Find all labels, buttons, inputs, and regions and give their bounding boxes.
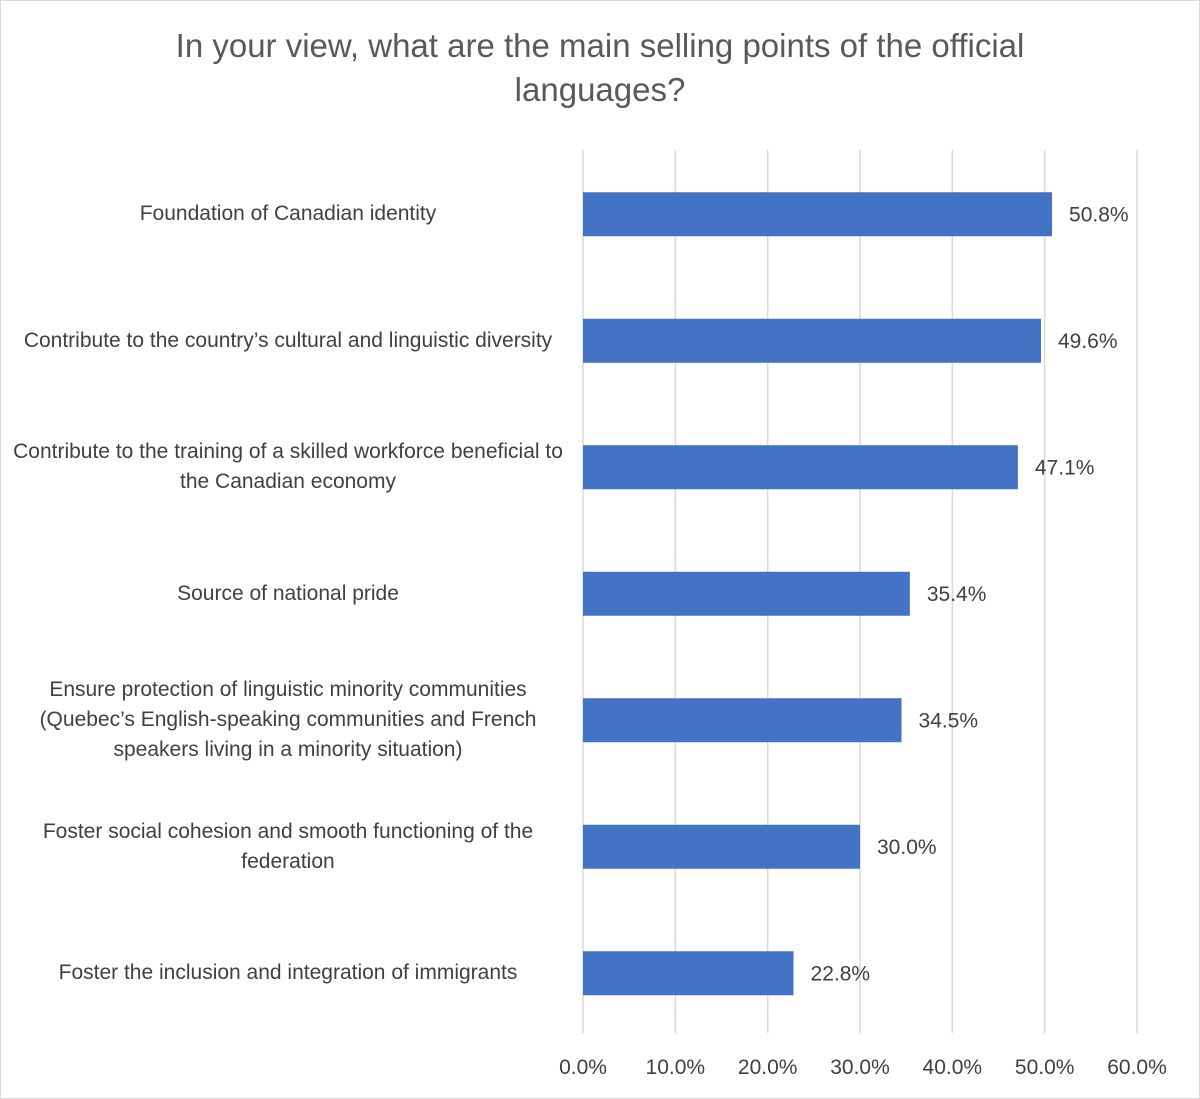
bar [583,445,1018,490]
x-tick-label: 40.0% [923,1056,983,1079]
x-tick-label: 60.0% [1107,1056,1167,1079]
bar [583,192,1053,237]
data-label: 30.0% [877,836,937,859]
data-label: 22.8% [811,962,871,985]
category-label: Source of national pride [177,581,399,605]
data-label: 50.8% [1069,203,1129,226]
bar [583,698,902,743]
x-tick-label: 10.0% [646,1056,706,1079]
x-tick-label: 0.0% [559,1056,607,1079]
x-tick-label: 20.0% [738,1056,798,1079]
bar [583,318,1041,363]
category-label: Foster social cohesion and smooth functi… [42,819,534,873]
data-label: 49.6% [1058,330,1118,353]
bar [583,824,860,869]
x-tick-label: 50.0% [1015,1056,1075,1079]
category-label: Contribute to the training of a skilled … [13,440,563,494]
chart-title: In your view, what are the main selling … [175,27,1025,108]
category-label: Foundation of Canadian identity [139,202,437,226]
x-tick-label: 30.0% [830,1056,890,1079]
category-label: Ensure protection of linguistic minority… [39,678,537,762]
data-label: 47.1% [1035,456,1095,479]
bar [583,951,794,996]
data-label: 35.4% [927,583,987,606]
data-label: 34.5% [919,709,979,732]
category-label: Contribute to the country’s cultural and… [23,328,553,352]
bar [583,571,910,616]
category-label: Foster the inclusion and integration of … [58,961,518,985]
